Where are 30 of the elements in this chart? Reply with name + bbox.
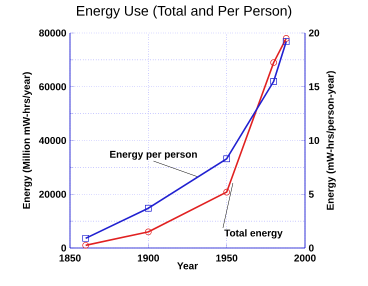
x-axis-title: Year bbox=[177, 262, 198, 270]
y-tick-label: 60000 bbox=[39, 83, 66, 90]
y2-tick-label: 10 bbox=[309, 136, 320, 144]
x-tick-label: 1950 bbox=[216, 254, 238, 262]
x-tick-label: 1900 bbox=[138, 254, 160, 262]
y2-tick-label: 5 bbox=[308, 190, 314, 198]
y-axis-title: Energy (Million mW-hrs/year) bbox=[22, 72, 32, 209]
point bbox=[282, 35, 290, 42]
annotation: Total energy bbox=[224, 229, 283, 239]
y-tick-label: 20000 bbox=[39, 190, 66, 198]
point bbox=[282, 38, 290, 45]
point bbox=[223, 188, 230, 196]
annotation: Energy per person bbox=[110, 150, 197, 160]
x-tick-label: 1850 bbox=[60, 254, 81, 262]
point bbox=[270, 78, 278, 85]
y-tick-label: 40000 bbox=[38, 136, 66, 144]
chart-title: Energy Use (Total and Per Person) bbox=[76, 6, 292, 19]
y-tick-label: 80000 bbox=[39, 29, 66, 37]
point bbox=[145, 228, 152, 236]
y2-tick-label: 15 bbox=[309, 83, 320, 90]
point bbox=[82, 242, 90, 249]
point bbox=[223, 155, 230, 162]
y2-axis-title: Energy (mW-hrs/person-year) bbox=[326, 71, 336, 210]
y2-tick-label: 20 bbox=[308, 29, 320, 37]
y2-tick-label: 0 bbox=[308, 244, 314, 252]
x-tick-label: 2000 bbox=[294, 254, 316, 262]
point bbox=[82, 234, 90, 242]
point bbox=[145, 204, 152, 212]
point bbox=[270, 59, 278, 66]
y-tick-label: 0 bbox=[61, 244, 66, 252]
